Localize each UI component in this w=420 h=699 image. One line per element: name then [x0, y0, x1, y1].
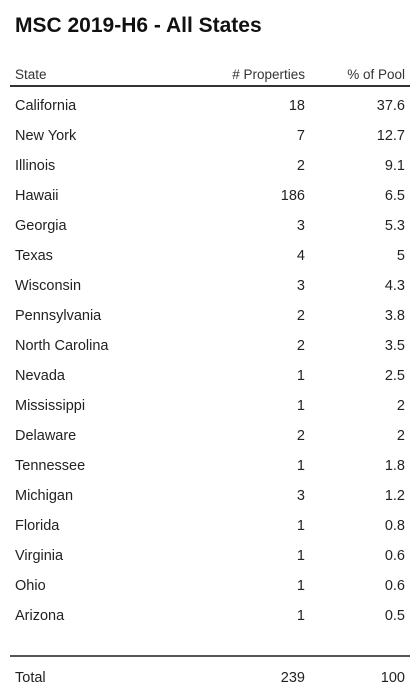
cell-properties: 3	[296, 488, 305, 504]
cell-pool: 5.3	[384, 218, 405, 234]
cell-pool: 3.8	[384, 308, 405, 324]
column-header-state: State	[15, 67, 47, 82]
cell-properties: 1	[296, 398, 305, 414]
cell-state: Florida	[15, 518, 60, 534]
table-total-row: Total 239 100	[10, 655, 410, 699]
table-row: Michigan 3 1.2	[10, 481, 410, 511]
cell-pool: 5	[396, 248, 405, 264]
cell-properties: 186	[280, 188, 305, 204]
cell-properties: 2	[296, 308, 305, 324]
table-row: Nevada 1 2.5	[10, 361, 410, 391]
table-row: Tennessee 1 1.8	[10, 451, 410, 481]
table-row: Ohio 1 0.6	[10, 571, 410, 601]
cell-pool: 2.5	[384, 368, 405, 384]
table-row: Virginia 1 0.6	[10, 541, 410, 571]
cell-state: Illinois	[15, 158, 56, 174]
cell-pool: 37.6	[376, 98, 405, 114]
cell-properties: 1	[296, 608, 305, 624]
cell-state: Georgia	[15, 218, 67, 234]
cell-properties: 7	[296, 128, 305, 144]
cell-state: Wisconsin	[15, 278, 82, 294]
total-label: Total	[15, 670, 46, 686]
cell-state: Michigan	[15, 488, 74, 504]
cell-state: Delaware	[15, 428, 77, 444]
column-header-properties: # Properties	[232, 67, 305, 82]
table-body: California 18 37.6 New York 7 12.7 Illinois 2 9.…	[10, 91, 410, 631]
table-row: Pennsylvania 2 3.8	[10, 301, 410, 331]
cell-properties: 2	[296, 158, 305, 174]
cell-state: Ohio	[15, 578, 46, 594]
cell-pool: 0.8	[384, 518, 405, 534]
table-header: State # Properties % of Pool	[10, 66, 410, 87]
table-row: Illinois 2 9.1	[10, 151, 410, 181]
cell-pool: 9.1	[384, 158, 405, 174]
cell-pool: 4.3	[384, 278, 405, 294]
table-row: Wisconsin 3 4.3	[10, 271, 410, 301]
cell-properties: 1	[296, 368, 305, 384]
cell-properties: 3	[296, 278, 305, 294]
table-row: North Carolina 2 3.5	[10, 331, 410, 361]
cell-pool: 1.8	[384, 458, 405, 474]
table-row: Mississippi 1 2	[10, 391, 410, 421]
cell-properties: 1	[296, 518, 305, 534]
cell-properties: 2	[296, 338, 305, 354]
cell-properties: 3	[296, 218, 305, 234]
cell-state: California	[15, 98, 77, 114]
total-properties: 239	[280, 670, 305, 686]
cell-state: Nevada	[15, 368, 65, 384]
cell-pool: 1.2	[384, 488, 405, 504]
total-pool: 100	[380, 670, 405, 686]
table-row: California 18 37.6	[10, 91, 410, 121]
cell-state: North Carolina	[15, 338, 109, 354]
cell-state: New York	[15, 128, 77, 144]
cell-pool: 12.7	[376, 128, 405, 144]
cell-pool: 2	[396, 428, 405, 444]
table-row: New York 7 12.7	[10, 121, 410, 151]
cell-state: Pennsylvania	[15, 308, 102, 324]
cell-pool: 0.6	[384, 578, 405, 594]
cell-state: Mississippi	[15, 398, 86, 414]
table-row: Arizona 1 0.5	[10, 601, 410, 631]
cell-pool: 3.5	[384, 338, 405, 354]
cell-pool: 2	[396, 398, 405, 414]
cell-state: Arizona	[15, 608, 65, 624]
cell-pool: 6.5	[384, 188, 405, 204]
table-row: Florida 1 0.8	[10, 511, 410, 541]
cell-pool: 0.5	[384, 608, 405, 624]
cell-state: Texas	[15, 248, 53, 264]
table-row: Delaware 2 2	[10, 421, 410, 451]
cell-pool: 0.6	[384, 548, 405, 564]
cell-properties: 2	[296, 428, 305, 444]
cell-properties: 1	[296, 548, 305, 564]
page-title: MSC 2019-H6 - All States	[15, 14, 262, 37]
table-row: Hawaii 186 6.5	[10, 181, 410, 211]
cell-properties: 4	[296, 248, 305, 264]
column-header-pool: % of Pool	[347, 67, 405, 82]
cell-properties: 18	[288, 98, 305, 114]
table-row: Texas 4 5	[10, 241, 410, 271]
cell-state: Hawaii	[15, 188, 59, 204]
cell-properties: 1	[296, 578, 305, 594]
cell-state: Virginia	[15, 548, 64, 564]
cell-state: Tennessee	[15, 458, 86, 474]
cell-properties: 1	[296, 458, 305, 474]
table-row: Georgia 3 5.3	[10, 211, 410, 241]
